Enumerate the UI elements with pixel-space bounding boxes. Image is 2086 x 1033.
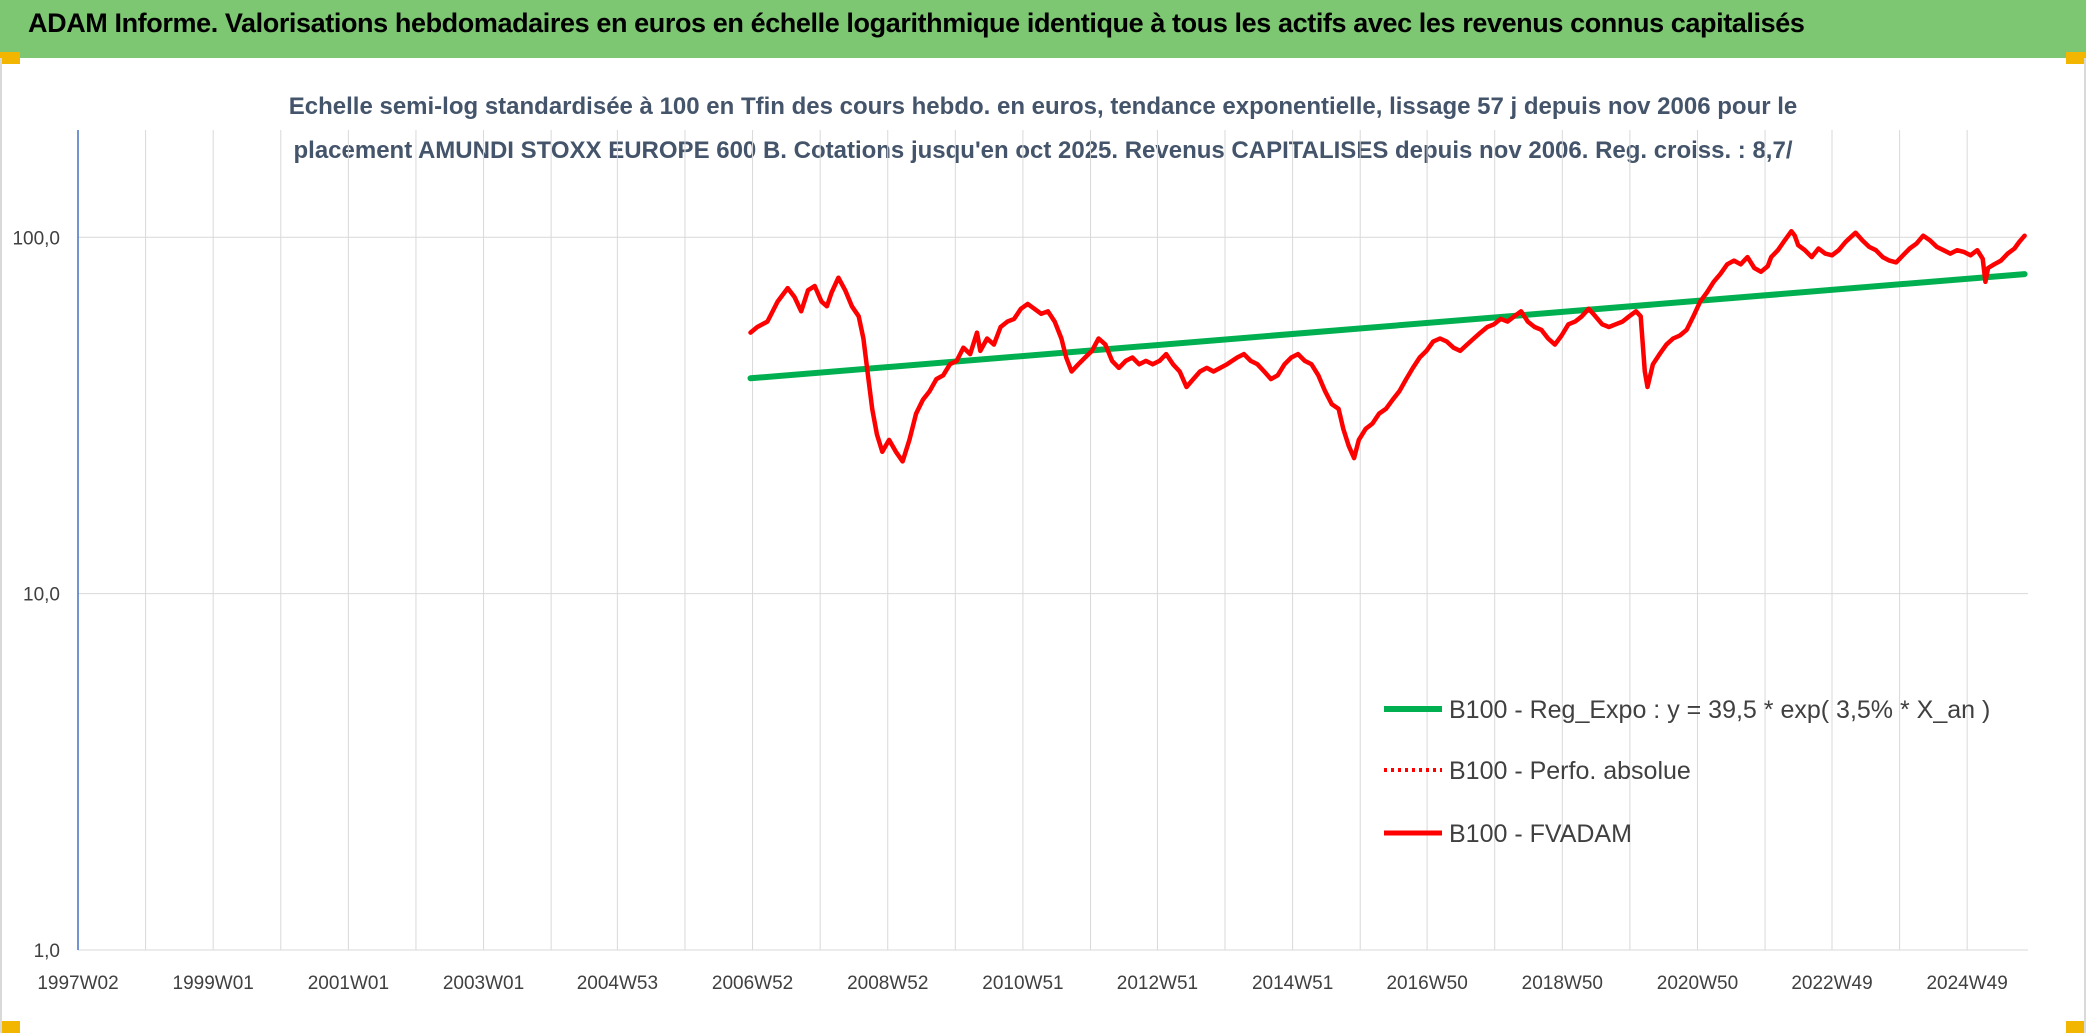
x-gridlines xyxy=(77,130,1968,950)
chart-subtitle-line-2: placement AMUNDI STOXX EUROPE 600 B. Cot… xyxy=(293,137,1792,164)
corner-marker-bottom-right xyxy=(2066,1021,2086,1033)
header-banner: ADAM Informe. Valorisations hebdomadaire… xyxy=(0,0,2086,58)
x-tick-label: 1999W01 xyxy=(173,973,254,994)
x-tick-labels: 1997W02 1999W01 2001W01 2003W01 2004W53 2006W… xyxy=(37,973,2008,994)
y-tick-label: 100,0 xyxy=(12,228,60,249)
series-layer xyxy=(747,228,2028,464)
x-tick-label: 2003W01 xyxy=(443,973,524,994)
x-tick-label: 2022W49 xyxy=(1791,973,1872,994)
legend-label-perfo: B100 - Perfo. absolue xyxy=(1449,757,1691,785)
y-tick-labels: 1,0 10,0 100,0 xyxy=(12,228,60,962)
x-tick-label: 2016W50 xyxy=(1386,973,1467,994)
x-tick-label: 2010W51 xyxy=(982,973,1063,994)
x-tick-label: 2018W50 xyxy=(1522,973,1603,994)
x-tick-label: 2014W51 xyxy=(1252,973,1333,994)
x-tick-label: 2006W52 xyxy=(712,973,793,994)
x-tick-label: 2024W49 xyxy=(1926,973,2007,994)
corner-marker-right xyxy=(2066,52,2086,64)
y-tick-label: 10,0 xyxy=(23,585,60,606)
legend-label-trend: B100 - Reg_Expo : y = 39,5 * exp( 3,5% *… xyxy=(1449,696,1990,724)
corner-marker-bottom-left xyxy=(0,1021,20,1033)
x-tick-label: 2008W52 xyxy=(847,973,928,994)
legend: B100 - Reg_Expo : y = 39,5 * exp( 3,5% *… xyxy=(1384,696,1990,848)
x-tick-label: 2001W01 xyxy=(308,973,389,994)
chart-frame xyxy=(0,58,2086,1033)
y-gridlines xyxy=(78,236,2028,951)
x-tick-label: 2004W53 xyxy=(577,973,658,994)
x-tick-label: 2012W51 xyxy=(1117,973,1198,994)
x-tick-label: 2020W50 xyxy=(1657,973,1738,994)
chart-subtitle-line-1: Echelle semi-log standardisée à 100 en T… xyxy=(289,93,1798,120)
series-trend-line xyxy=(747,271,2028,382)
corner-marker-left xyxy=(0,52,20,64)
x-tick-label: 1997W02 xyxy=(37,973,118,994)
page-title: ADAM Informe. Valorisations hebdomadaire… xyxy=(28,8,1805,38)
series-fvadam-line xyxy=(748,228,2027,464)
y-tick-label: 1,0 xyxy=(34,941,60,962)
legend-label-fvadam: B100 - FVADAM xyxy=(1449,820,1632,848)
